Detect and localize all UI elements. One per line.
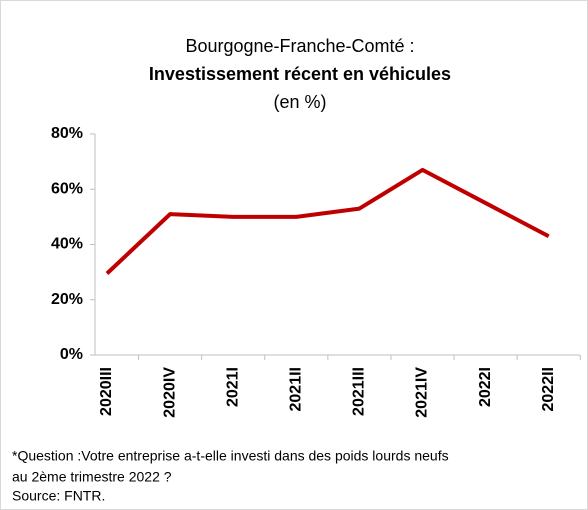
x-tick-label: 2022II (540, 367, 557, 411)
chart-subtitle: Investissement récent en véhicules (149, 64, 451, 84)
note: Source: FNTR. (12, 488, 105, 504)
x-tick-label: 2020III (98, 367, 115, 416)
x-tick-label: 2021I (224, 367, 241, 407)
y-tick-label: 80% (51, 125, 83, 142)
data-line (105, 167, 550, 275)
note: au 2ème trimestre 2022 ? (12, 469, 172, 485)
x-tick-label: 2020IV (161, 367, 178, 418)
x-tick-label: 2021III (351, 367, 368, 416)
x-tick-label: 2021IV (414, 367, 431, 418)
x-tick-label: 2021II (288, 367, 305, 411)
note: *Question :Votre entreprise a-t-elle inv… (12, 448, 449, 464)
unit-label: (en %) (273, 92, 326, 112)
y-tick-label: 60% (51, 180, 83, 197)
y-tick-label: 40% (51, 236, 83, 253)
chart-title: Bourgogne-Franche-Comté : (185, 36, 414, 56)
y-tick-label: 0% (60, 346, 83, 363)
x-tick-label: 2022I (477, 367, 494, 407)
y-tick-label: 20% (51, 291, 83, 308)
